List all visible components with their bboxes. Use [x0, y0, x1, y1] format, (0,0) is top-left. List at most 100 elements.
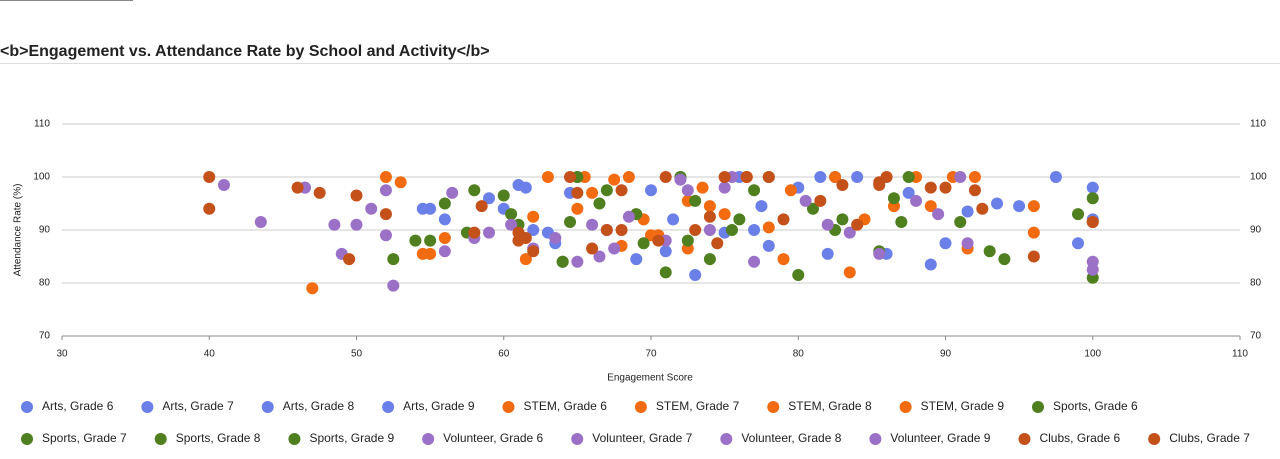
- point: [924, 258, 937, 271]
- point: [306, 282, 319, 295]
- point: [379, 208, 392, 221]
- point: [843, 226, 856, 239]
- point: [748, 224, 761, 236]
- point: [600, 224, 613, 236]
- point: [659, 266, 672, 279]
- legend-label: STEM, Grade 9: [921, 399, 1005, 413]
- point: [843, 266, 856, 279]
- point: [527, 210, 540, 223]
- point: [600, 184, 613, 197]
- point: [622, 171, 635, 183]
- point: [483, 192, 496, 205]
- point: [932, 208, 945, 221]
- point: [968, 171, 981, 183]
- x-tick-label: 90: [940, 349, 952, 360]
- y-tick-label: 110: [34, 119, 50, 130]
- point: [505, 218, 518, 231]
- legend-label: Arts, Grade 9: [403, 399, 475, 413]
- point: [689, 194, 702, 207]
- point: [836, 213, 849, 226]
- point: [527, 245, 540, 258]
- point: [1027, 226, 1040, 239]
- point: [468, 184, 481, 197]
- y2-tick-label: 110: [1250, 119, 1266, 130]
- point: [836, 178, 849, 191]
- point: [394, 176, 407, 189]
- point: [895, 216, 908, 229]
- legend-label: Sports, Grade 9: [309, 431, 394, 445]
- point: [622, 210, 635, 223]
- point: [586, 218, 599, 231]
- legend-label: Clubs, Grade 6: [1039, 431, 1120, 445]
- y2-tick-label: 70: [1250, 331, 1262, 342]
- legend-label: STEM, Grade 7: [656, 399, 740, 413]
- y-axis-title: Attendance Rate (%): [13, 184, 24, 277]
- legend-marker: [141, 401, 154, 413]
- legend-label: Sports, Grade 8: [176, 431, 261, 445]
- point: [777, 213, 790, 226]
- point: [1086, 263, 1099, 276]
- point: [313, 186, 326, 199]
- point: [711, 237, 724, 250]
- y2-tick-label: 100: [1250, 172, 1267, 183]
- point: [1027, 200, 1040, 213]
- point: [505, 208, 518, 221]
- point: [924, 181, 937, 194]
- legend-label: Volunteer, Grade 7: [592, 431, 692, 445]
- point: [718, 181, 731, 194]
- point: [674, 173, 687, 186]
- point: [681, 184, 694, 197]
- point: [549, 231, 562, 244]
- point: [350, 218, 363, 231]
- point: [1072, 237, 1085, 250]
- point: [254, 216, 267, 229]
- x-tick-label: 60: [498, 349, 510, 360]
- legend-marker: [21, 401, 33, 413]
- point: [814, 171, 827, 183]
- point: [821, 247, 834, 260]
- point: [667, 213, 680, 226]
- point: [379, 184, 392, 197]
- point: [556, 255, 569, 268]
- point: [961, 205, 974, 218]
- point: [564, 171, 577, 183]
- point: [1086, 216, 1099, 229]
- point: [755, 200, 768, 213]
- point: [291, 181, 304, 194]
- legend-label: Arts, Grade 6: [42, 399, 114, 413]
- point: [1086, 181, 1099, 194]
- point: [887, 192, 900, 205]
- legend-marker: [154, 433, 167, 445]
- x-tick-label: 30: [56, 349, 68, 360]
- y-tick-label: 90: [39, 225, 51, 236]
- point: [615, 184, 628, 197]
- point: [615, 224, 628, 236]
- point: [217, 178, 230, 191]
- point: [630, 253, 643, 266]
- point: [519, 231, 532, 244]
- point: [762, 221, 775, 234]
- legend-marker: [502, 401, 515, 413]
- point: [586, 242, 599, 255]
- x-tick-label: 50: [351, 349, 363, 360]
- point: [379, 171, 392, 183]
- point: [659, 171, 672, 183]
- point: [424, 247, 437, 260]
- point: [483, 226, 496, 239]
- point: [703, 200, 716, 213]
- legend-label: STEM, Grade 8: [788, 399, 872, 413]
- legend-marker: [767, 401, 780, 413]
- x-tick-label: 80: [793, 349, 805, 360]
- point: [343, 253, 356, 266]
- legend-label: Arts, Grade 7: [162, 399, 234, 413]
- legend-marker: [261, 401, 274, 413]
- point: [328, 218, 341, 231]
- legend-label: Volunteer, Grade 8: [741, 431, 841, 445]
- x-axis-title: Engagement Score: [607, 373, 693, 384]
- point: [939, 237, 952, 250]
- legend-label: Clubs, Grade 7: [1169, 431, 1250, 445]
- point: [527, 224, 540, 236]
- point: [652, 234, 665, 247]
- point: [725, 224, 738, 236]
